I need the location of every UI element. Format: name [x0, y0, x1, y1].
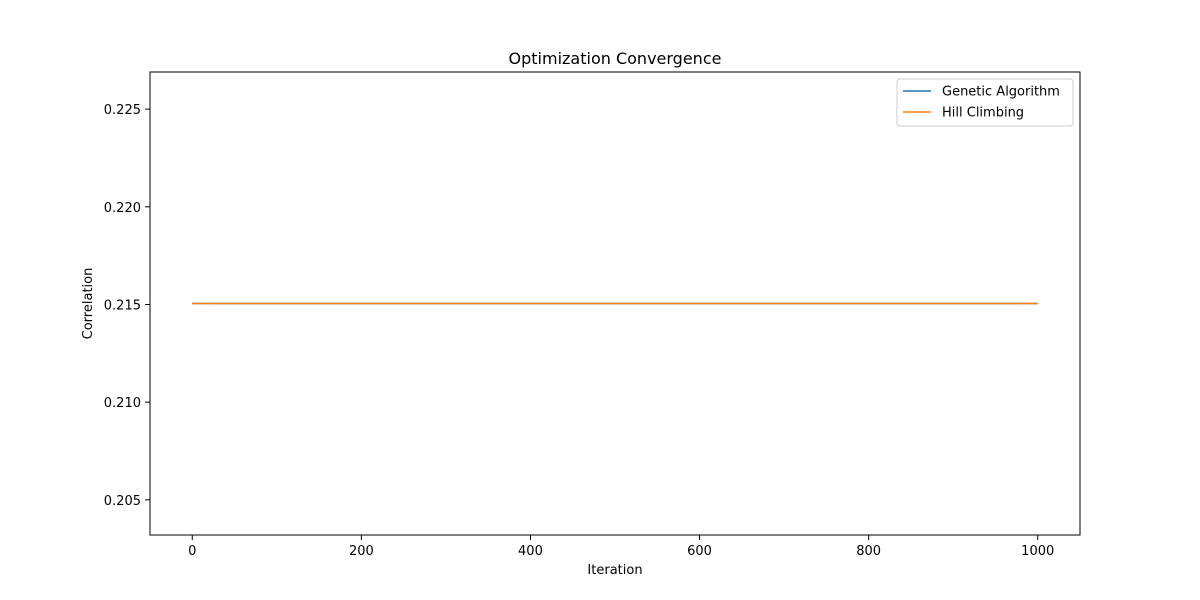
- y-tick-label: 0.220: [104, 201, 141, 216]
- y-tick-label: 0.225: [104, 103, 141, 118]
- x-tick-label: 200: [349, 544, 374, 559]
- x-tick-label: 400: [518, 544, 543, 559]
- x-tick-label: 0: [188, 544, 196, 559]
- legend-label: Hill Climbing: [942, 106, 1024, 121]
- legend-box: [896, 78, 1074, 127]
- y-tick-label: 0.215: [104, 298, 141, 313]
- x-tick-label: 800: [856, 544, 881, 559]
- y-axis: 0.205 0.210 0.215 0.220 0.225: [104, 103, 150, 509]
- y-axis-label: Correlation: [81, 268, 96, 340]
- x-axis-label: Iteration: [587, 563, 642, 578]
- y-tick-label: 0.205: [104, 494, 141, 509]
- x-tick-label: 1000: [1021, 544, 1054, 559]
- legend-items: Genetic Algorithm Hill Climbing: [903, 85, 1060, 121]
- legend: Genetic Algorithm Hill Climbing: [896, 78, 1074, 127]
- chart-title: Optimization Convergence: [509, 49, 722, 68]
- x-axis: 0 200 400 600 800 1000: [188, 535, 1054, 559]
- legend-label: Genetic Algorithm: [942, 85, 1060, 100]
- x-tick-label: 600: [687, 544, 712, 559]
- y-tick-label: 0.210: [104, 396, 141, 411]
